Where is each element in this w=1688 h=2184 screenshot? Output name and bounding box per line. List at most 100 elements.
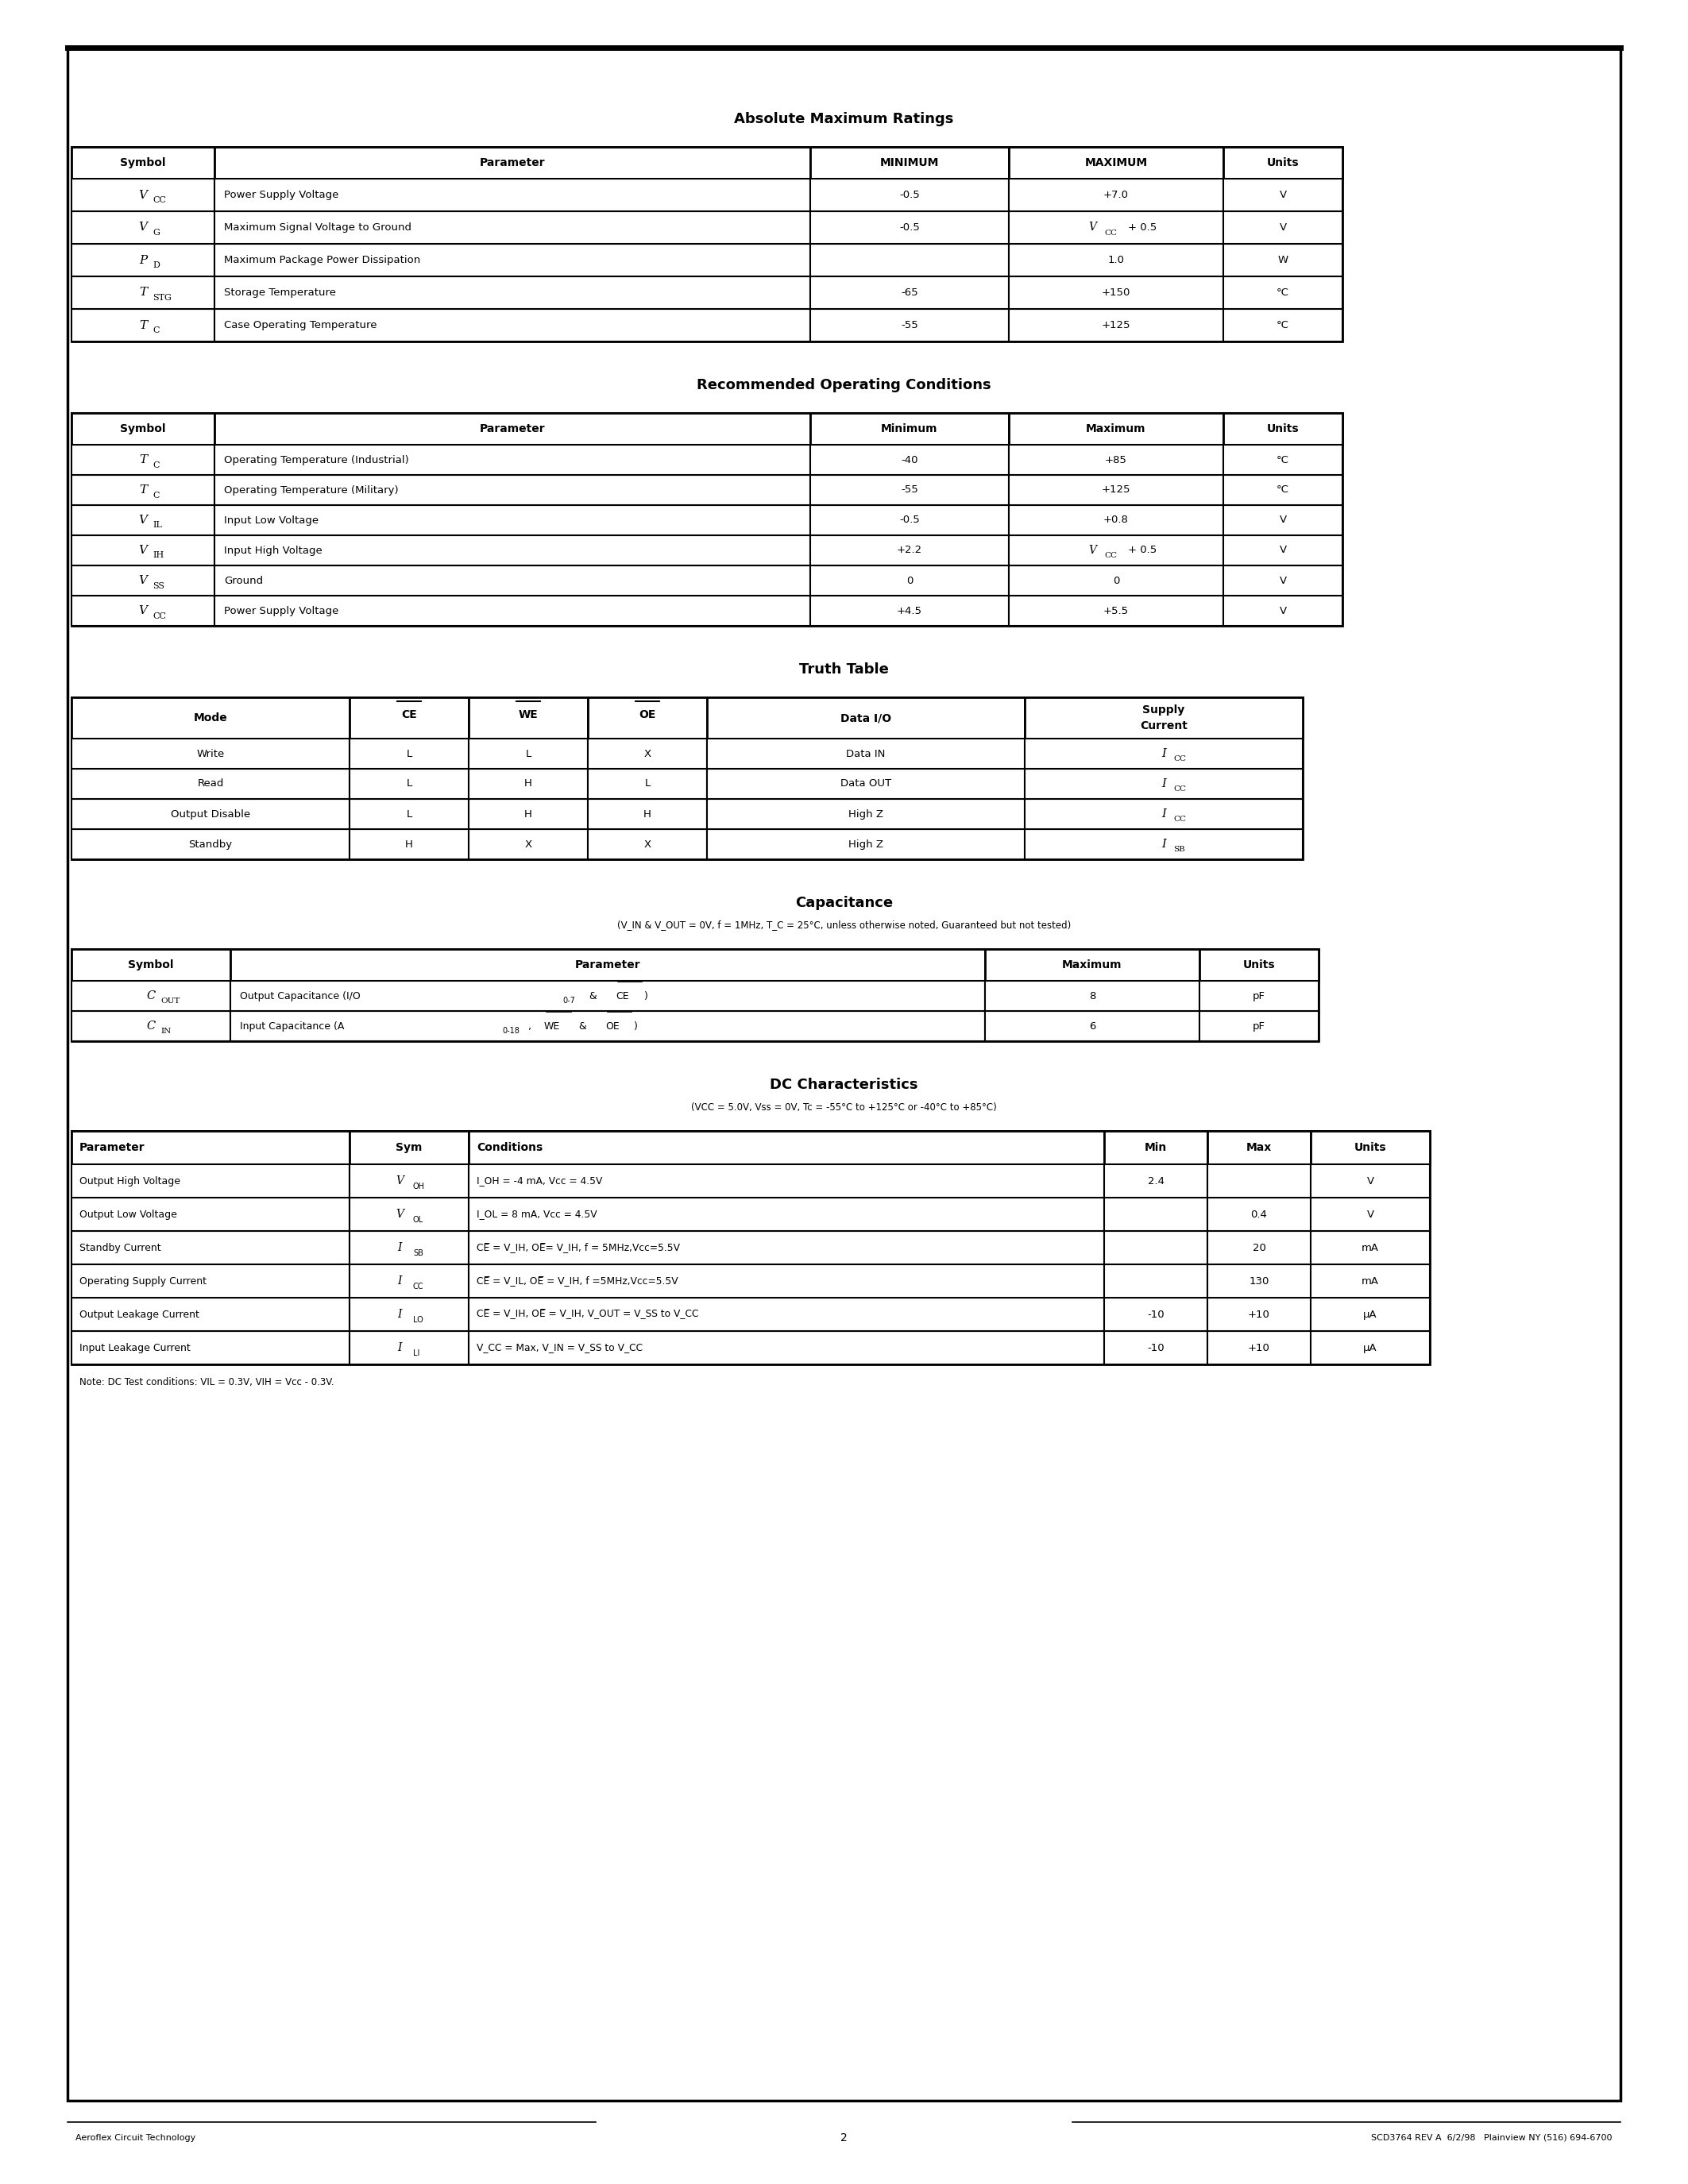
Bar bbox=[71, 446, 214, 474]
Text: T: T bbox=[138, 454, 147, 465]
Text: CE̅ = V_IH, OE̅= V_IH, f = 5MHz,Vcc=5.5V: CE̅ = V_IH, OE̅= V_IH, f = 5MHz,Vcc=5.5V bbox=[476, 1243, 680, 1254]
Text: I: I bbox=[397, 1275, 402, 1286]
Bar bbox=[1310, 1232, 1430, 1265]
Bar bbox=[71, 1011, 230, 1042]
Text: V: V bbox=[1367, 1175, 1374, 1186]
Text: Symbol: Symbol bbox=[120, 157, 165, 168]
Bar bbox=[1104, 1197, 1207, 1232]
Bar bbox=[1310, 1265, 1430, 1297]
Bar bbox=[214, 566, 810, 596]
Text: °C: °C bbox=[1276, 454, 1290, 465]
Bar bbox=[1207, 1330, 1310, 1365]
Text: T: T bbox=[138, 485, 147, 496]
Bar bbox=[469, 799, 587, 830]
Text: Output Low Voltage: Output Low Voltage bbox=[79, 1210, 177, 1219]
Text: -10: -10 bbox=[1148, 1343, 1165, 1352]
Bar bbox=[1025, 830, 1303, 858]
Text: OE: OE bbox=[606, 1020, 619, 1031]
Text: I: I bbox=[397, 1343, 402, 1354]
Text: Operating Temperature (Industrial): Operating Temperature (Industrial) bbox=[225, 454, 408, 465]
Text: Data OUT: Data OUT bbox=[841, 780, 891, 788]
Text: X: X bbox=[643, 749, 652, 758]
Bar bbox=[349, 799, 469, 830]
Bar bbox=[349, 1265, 469, 1297]
Text: (V_IN & V_OUT = 0V, f = 1MHz, T_C = 25°C, unless otherwise noted, Guaranteed but: (V_IN & V_OUT = 0V, f = 1MHz, T_C = 25°C… bbox=[618, 919, 1070, 930]
Bar bbox=[1224, 146, 1342, 179]
Bar bbox=[810, 474, 1009, 505]
Bar bbox=[71, 413, 214, 446]
Text: L: L bbox=[407, 808, 412, 819]
Bar bbox=[71, 1330, 349, 1365]
Text: Standby: Standby bbox=[189, 839, 233, 850]
Bar bbox=[1224, 596, 1342, 627]
Bar bbox=[1104, 1164, 1207, 1197]
Text: V: V bbox=[138, 515, 147, 526]
Text: OL: OL bbox=[414, 1216, 424, 1223]
Bar bbox=[71, 1197, 349, 1232]
Bar bbox=[707, 769, 1025, 799]
Bar bbox=[1207, 1131, 1310, 1164]
Bar bbox=[1104, 1131, 1207, 1164]
Text: H: H bbox=[525, 808, 532, 819]
Text: CC: CC bbox=[1104, 229, 1117, 236]
Text: Parameter: Parameter bbox=[479, 157, 545, 168]
Bar bbox=[1224, 179, 1342, 212]
Text: Supply: Supply bbox=[1143, 705, 1185, 716]
Bar bbox=[1207, 1297, 1310, 1330]
Text: Max: Max bbox=[1246, 1142, 1271, 1153]
Text: I_OH = -4 mA, Vcc = 4.5V: I_OH = -4 mA, Vcc = 4.5V bbox=[476, 1175, 603, 1186]
Text: μA: μA bbox=[1364, 1308, 1377, 1319]
Text: L: L bbox=[645, 780, 650, 788]
Bar bbox=[71, 505, 214, 535]
Text: Operating Supply Current: Operating Supply Current bbox=[79, 1275, 206, 1286]
Text: Output High Voltage: Output High Voltage bbox=[79, 1175, 181, 1186]
Text: 2.4: 2.4 bbox=[1148, 1175, 1165, 1186]
Text: OE: OE bbox=[638, 710, 657, 721]
Text: Input Capacitance (A: Input Capacitance (A bbox=[240, 1020, 344, 1031]
Text: V: V bbox=[138, 223, 147, 234]
Text: Symbol: Symbol bbox=[128, 959, 174, 970]
Bar bbox=[71, 830, 349, 858]
Text: Write: Write bbox=[196, 749, 225, 758]
Text: WE: WE bbox=[518, 710, 538, 721]
Bar bbox=[71, 212, 214, 245]
Text: V: V bbox=[138, 190, 147, 201]
Bar bbox=[71, 179, 214, 212]
Text: 0-7: 0-7 bbox=[562, 996, 576, 1005]
Text: + 0.5: + 0.5 bbox=[1128, 223, 1156, 234]
Text: Aeroflex Circuit Technology: Aeroflex Circuit Technology bbox=[76, 2134, 196, 2143]
Bar bbox=[349, 738, 469, 769]
Text: +150: +150 bbox=[1102, 288, 1131, 297]
Text: G: G bbox=[152, 229, 160, 236]
Text: °C: °C bbox=[1276, 485, 1290, 496]
Bar bbox=[1224, 566, 1342, 596]
Text: I: I bbox=[1161, 839, 1166, 850]
Bar bbox=[587, 769, 707, 799]
Text: 0: 0 bbox=[906, 574, 913, 585]
Bar bbox=[71, 769, 349, 799]
Text: T: T bbox=[138, 286, 147, 299]
Bar bbox=[71, 566, 214, 596]
Bar bbox=[71, 146, 1342, 341]
Bar bbox=[587, 799, 707, 830]
Text: DC Characteristics: DC Characteristics bbox=[770, 1077, 918, 1092]
Bar bbox=[1104, 1265, 1207, 1297]
Text: mA: mA bbox=[1362, 1275, 1379, 1286]
Text: W: W bbox=[1278, 256, 1288, 264]
Bar bbox=[1025, 799, 1303, 830]
Bar bbox=[349, 769, 469, 799]
Text: SCD3764 REV A  6/2/98   Plainview NY (516) 694-6700: SCD3764 REV A 6/2/98 Plainview NY (516) … bbox=[1371, 2134, 1612, 2143]
Bar bbox=[214, 308, 810, 341]
Text: +85: +85 bbox=[1106, 454, 1128, 465]
Text: Recommended Operating Conditions: Recommended Operating Conditions bbox=[697, 378, 991, 393]
Text: V: V bbox=[138, 605, 147, 616]
Text: V: V bbox=[1280, 190, 1286, 201]
Text: SS: SS bbox=[152, 581, 164, 590]
Text: +2.2: +2.2 bbox=[896, 546, 922, 555]
Text: 0.4: 0.4 bbox=[1251, 1210, 1268, 1219]
Text: Truth Table: Truth Table bbox=[798, 662, 890, 677]
Bar bbox=[1009, 179, 1224, 212]
Text: C: C bbox=[152, 325, 159, 334]
Bar bbox=[1009, 596, 1224, 627]
Text: +0.8: +0.8 bbox=[1104, 515, 1129, 526]
